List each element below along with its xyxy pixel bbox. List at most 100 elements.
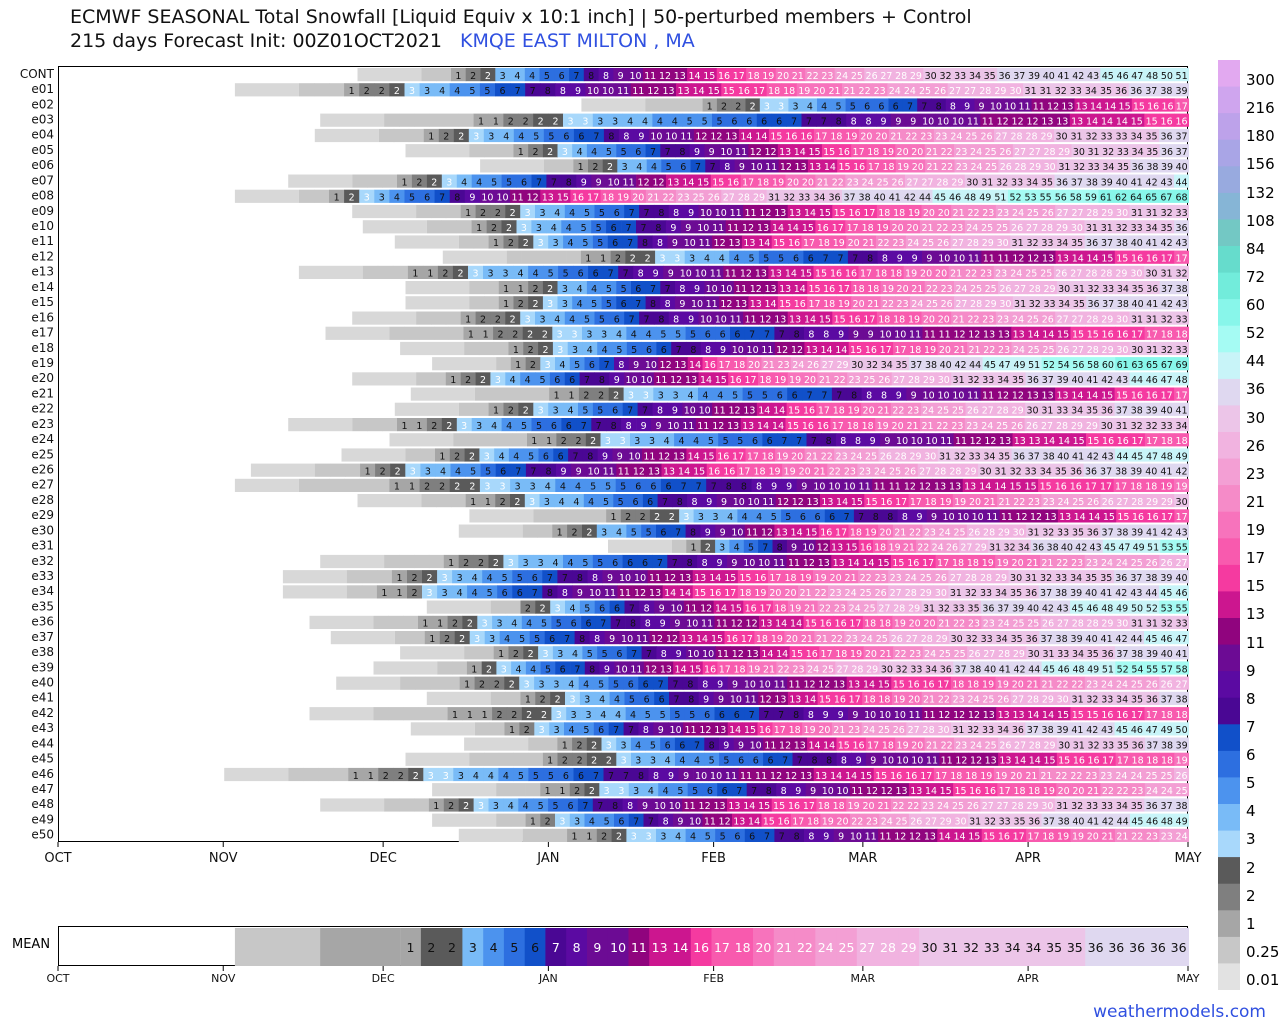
- snow-cell: [428, 113, 445, 127]
- cell-value: 9: [617, 451, 623, 462]
- snow-cell: [1158, 83, 1175, 97]
- cell-value: 5: [587, 649, 593, 660]
- snow-cell: [1086, 144, 1102, 158]
- cell-value: 5: [850, 101, 856, 112]
- cell-value: 2: [615, 254, 621, 265]
- snow-cell: [534, 387, 550, 401]
- cell-value: 3: [508, 558, 514, 569]
- cell-value: 6: [599, 603, 605, 614]
- cell-value: 6: [893, 101, 899, 112]
- cell-value: 18: [1176, 330, 1188, 341]
- snow-cell: [924, 144, 940, 158]
- cell-value: 26: [893, 725, 905, 736]
- cell-value: 23: [792, 664, 804, 675]
- snow-cell: [543, 128, 560, 143]
- cell-value: 5: [519, 634, 525, 645]
- cell-value: 5: [723, 436, 729, 447]
- cell-value: 28: [949, 467, 961, 478]
- cell-value: 11: [619, 588, 631, 599]
- cell-value: 33: [1088, 162, 1100, 173]
- cell-value: 19: [776, 451, 788, 462]
- cell-value: 17: [849, 619, 861, 630]
- cell-value: 22: [941, 162, 953, 173]
- cell-value: 13: [662, 86, 674, 97]
- cell-value: 24: [1146, 786, 1158, 797]
- cell-value: 8: [808, 330, 814, 341]
- cell-value: 12: [759, 314, 771, 325]
- cell-value: 5: [620, 482, 626, 493]
- cell-value: 38: [1117, 299, 1129, 310]
- cell-value: 35: [1146, 147, 1158, 158]
- snow-cell: [1010, 113, 1026, 127]
- snow-cell: [362, 265, 379, 279]
- cell-value: 9: [469, 193, 475, 204]
- cell-value: 4: [616, 330, 622, 341]
- cell-value: 5: [674, 710, 680, 721]
- cell-value: 45: [1072, 603, 1084, 614]
- cell-value: 36: [1025, 588, 1037, 599]
- snow-cell: [775, 68, 791, 82]
- snow-cell: [469, 144, 485, 158]
- cell-value: 46: [1131, 725, 1143, 736]
- cell-value: 7: [596, 421, 602, 432]
- cell-value: 21: [926, 162, 938, 173]
- cell-value: 1: [610, 512, 616, 523]
- trace-cell: [330, 631, 395, 645]
- cell-value: 9: [916, 512, 922, 523]
- cell-value: 26: [891, 634, 903, 645]
- cell-value: 34: [1102, 162, 1114, 173]
- cell-value: 2: [364, 86, 370, 97]
- cell-value: 17: [1161, 512, 1173, 523]
- cell-value: 2: [480, 314, 486, 325]
- cell-value: 36: [828, 193, 840, 204]
- cell-value: 8: [766, 786, 772, 797]
- cell-value: 19: [815, 573, 827, 584]
- cell-value: 18: [1146, 756, 1158, 767]
- cell-value: 6: [752, 436, 758, 447]
- cell-value: 24: [922, 406, 934, 417]
- cell-value: 29: [866, 664, 878, 675]
- cell-value: 6: [521, 177, 527, 188]
- cell-value: 43: [1175, 238, 1187, 249]
- cell-value: 22: [1071, 680, 1083, 691]
- cell-value: 5: [469, 86, 475, 97]
- cell-value: 6: [532, 573, 538, 584]
- cell-value: 27: [837, 664, 849, 675]
- cell-value: 9: [978, 101, 984, 112]
- cell-value: 9: [896, 390, 902, 401]
- cell-value: 8: [679, 147, 685, 158]
- cell-value: 18: [952, 680, 964, 691]
- snow-cell: [786, 113, 802, 127]
- cell-value: 32: [1026, 238, 1038, 249]
- cell-value: 11: [744, 314, 756, 325]
- cell-value: 31: [1014, 299, 1026, 310]
- cell-value: 4: [631, 330, 637, 341]
- snow-cell: [298, 478, 315, 492]
- cell-value: 31: [989, 543, 1001, 554]
- cell-value: 9: [732, 680, 738, 691]
- cell-value: 1: [554, 390, 560, 401]
- cell-value: 23: [836, 451, 848, 462]
- cell-value: 13: [809, 162, 821, 173]
- cell-value: 24: [1010, 269, 1022, 280]
- cell-value: 19: [789, 603, 801, 614]
- cell-value: 51: [1147, 543, 1159, 554]
- cell-value: 2: [454, 482, 460, 493]
- cell-value: 28: [1086, 208, 1098, 219]
- cell-value: 33: [1086, 801, 1098, 812]
- snow-cell: [648, 128, 665, 143]
- cell-value: 9: [609, 634, 615, 645]
- snow-cell: [708, 128, 725, 143]
- snow-cell: [373, 707, 389, 721]
- cell-value: 5: [502, 573, 508, 584]
- cell-value: 49: [1116, 603, 1128, 614]
- cell-value: 4: [663, 786, 669, 797]
- cell-value: 9: [771, 482, 777, 493]
- cell-value: 7: [551, 177, 557, 188]
- cell-value: 13: [728, 801, 740, 812]
- cell-value: 24: [904, 86, 916, 97]
- cell-value: 3: [612, 117, 618, 128]
- cell-value: 3: [484, 482, 490, 493]
- cell-value: 11: [699, 238, 711, 249]
- cell-value: 5: [666, 162, 672, 173]
